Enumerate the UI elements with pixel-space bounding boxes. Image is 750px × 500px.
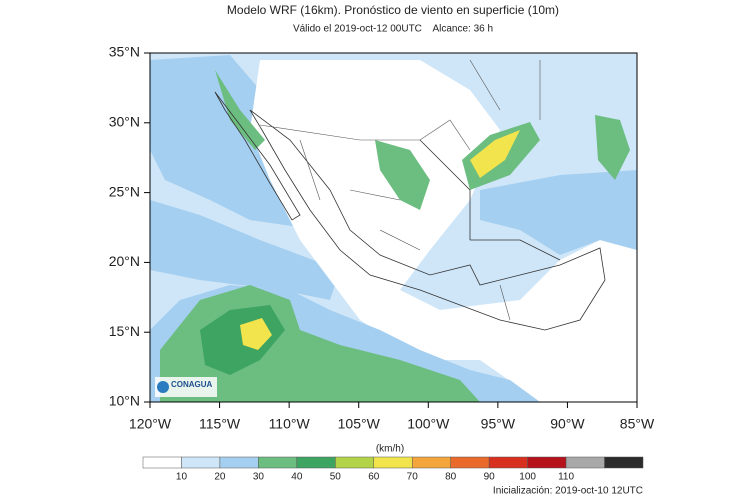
- field-yellow-gulf: [470, 130, 520, 178]
- colorbar-swatch: [219, 456, 259, 469]
- colorbar-label: 90: [484, 472, 496, 483]
- field-green-inland: [375, 140, 430, 210]
- lon-label: 120°W: [129, 416, 172, 432]
- colorbar-swatch: [450, 456, 490, 469]
- logo-icon: [157, 381, 169, 393]
- logo-box: [155, 377, 217, 397]
- lon-label: 115°W: [199, 416, 241, 432]
- colorbar-label: 40: [291, 472, 303, 483]
- field-yellow: [240, 318, 272, 350]
- logo-text: CONAGUA: [171, 380, 213, 389]
- colorbar-label: 80: [445, 472, 457, 483]
- colorbar-label: 50: [330, 472, 342, 483]
- colorbar-swatch: [335, 456, 375, 469]
- title: Modelo WRF (16km). Pronóstico de viento …: [227, 3, 559, 17]
- lon-label: 110°W: [269, 416, 311, 432]
- colorbar-swatch: [181, 456, 221, 469]
- map: CONAGUA: [149, 52, 638, 403]
- colorbar-swatch: [411, 456, 451, 469]
- coastlines: [214, 91, 606, 331]
- lat-label: 25°N: [109, 183, 140, 199]
- init-time: Inicialización: 2019-oct-10 12UTC: [493, 486, 643, 497]
- lon-label: 100°W: [407, 416, 450, 432]
- lat-label: 20°N: [109, 253, 140, 269]
- colorbar-label: 70: [407, 472, 419, 483]
- lat-label: 35°N: [109, 44, 140, 60]
- colorbar-swatch: [296, 456, 336, 469]
- lat-label: 10°N: [109, 393, 140, 409]
- field-gulf: [480, 170, 637, 255]
- colorbar-swatch: [258, 456, 298, 469]
- subtitle: Válido el 2019-oct-12 00UTC Alcance: 36 …: [293, 24, 493, 35]
- colorbar-label: 30: [253, 472, 265, 483]
- lon-label: 90°W: [550, 416, 585, 432]
- colorbar-label: 110: [558, 472, 574, 483]
- field-land: [250, 60, 637, 402]
- colorbar-label: 100: [519, 472, 536, 483]
- colorbar-swatch: [373, 456, 413, 469]
- lon-label: 85°W: [620, 416, 655, 432]
- lat-label: 15°N: [109, 323, 140, 339]
- colorbar-label: 20: [214, 472, 226, 483]
- colorbar: (km/h) 10 20 30 40 50 60 70 80 90 100 110: [142, 444, 644, 483]
- lon-label: 95°W: [481, 416, 516, 432]
- colorbar-label: 10: [176, 472, 188, 483]
- colorbar-swatch: [527, 456, 567, 469]
- map-frame: [149, 52, 638, 403]
- colorbar-swatch: [142, 456, 182, 469]
- colorbar-swatch: [604, 456, 644, 469]
- lon-label: 105°W: [338, 416, 381, 432]
- colorbar-label: 60: [368, 472, 380, 483]
- colorbar-unit: (km/h): [376, 444, 404, 455]
- borders: [259, 59, 541, 321]
- colorbar-swatch: [565, 456, 605, 469]
- field-pacific-south: [150, 200, 340, 300]
- lat-label: 30°N: [109, 114, 140, 130]
- field-green-gulf-ca: [215, 70, 265, 150]
- axes: 35°N 30°N 25°N 20°N 15°N 10°N 120°W 115°W 110°W 1…: [109, 44, 655, 432]
- field-green-east: [595, 115, 630, 180]
- colorbar-swatch: [488, 456, 528, 469]
